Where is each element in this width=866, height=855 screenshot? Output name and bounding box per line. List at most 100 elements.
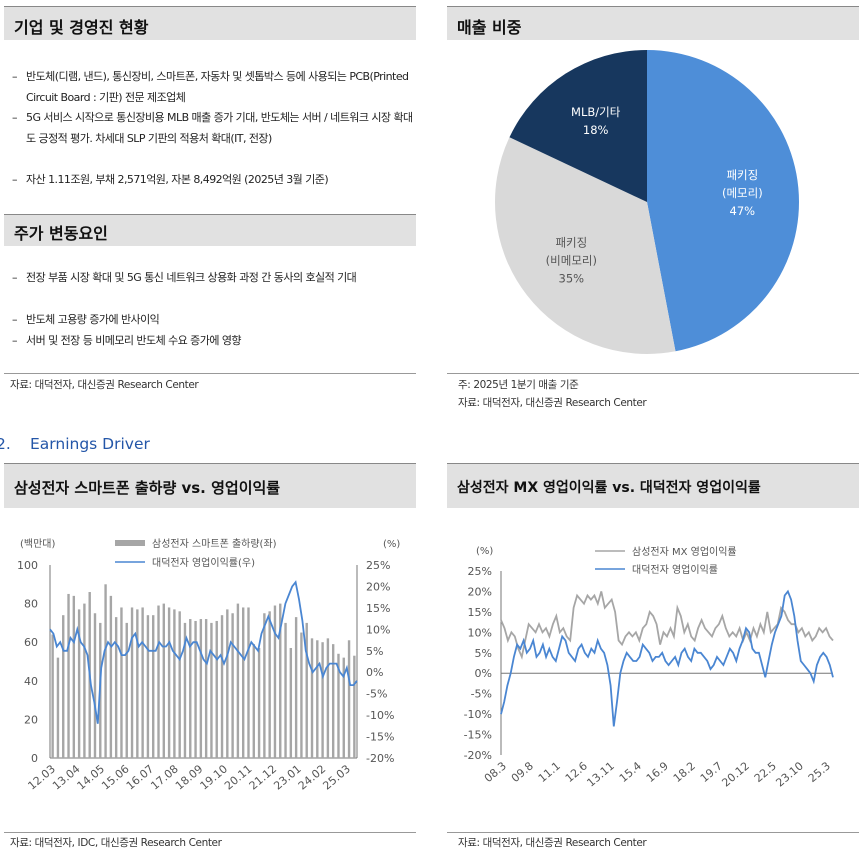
chart1-plot: 100 80 60 40 20 0 25% 20% 15% 10% 5% 0% -5% -10% -15% -…: [17, 537, 400, 793]
x-tick-label: 09.8: [509, 759, 536, 785]
bullet-dash: –: [12, 111, 18, 124]
x-tick-label: 19.10: [198, 762, 230, 792]
shipment-bar: [289, 647, 293, 758]
margin-line: [49, 580, 358, 724]
y-tick-right: 5%: [366, 645, 383, 658]
divider: [447, 832, 859, 833]
drivers-bullet-text: 전장 부품 시장 확대 및 5G 통신 네트워크 상용화 과정 간 동사의 호실…: [26, 271, 357, 284]
pie-slice: [647, 50, 799, 352]
shipment-bar: [310, 638, 314, 758]
x-tick-label: 20.12: [719, 759, 751, 789]
shipment-bar: [146, 615, 150, 758]
x-tick-label: 17.08: [148, 762, 180, 792]
pie-slice: [495, 137, 676, 354]
x-tick-label: 16.07: [124, 762, 156, 792]
y-tick: 0%: [475, 667, 492, 680]
y-tick-right: -10%: [366, 709, 394, 722]
y-tick-right: -5%: [366, 688, 387, 701]
shipment-bar: [337, 653, 340, 758]
x-tick-label: 20.11: [222, 762, 254, 792]
shipment-bar: [305, 622, 308, 758]
shipment-bar: [152, 615, 155, 758]
sales-source: 자료: 대덕전자, 대신증권 Research Center: [458, 397, 647, 409]
y-tick: 25%: [468, 565, 492, 578]
company-bullet-text: 반도체(디램, 낸드), 통신장비, 스마트폰, 자동차 및 셋톱박스 등에 사…: [26, 70, 409, 104]
shipment-bar: [236, 603, 240, 758]
shipment-bar: [347, 640, 351, 758]
shipment-bar: [104, 584, 107, 758]
company-bullet-text: 5G 서비스 시작으로 통신장비용 MLB 매출 증가 기대, 반도체는 서버 …: [26, 111, 413, 145]
company-bullet-3: – 자산 1.11조원, 부채 2,571억원, 자본 8,492억원 (202…: [12, 170, 414, 191]
x-tick-label: 18.09: [173, 762, 205, 792]
x-tick-label: 18.2: [671, 759, 698, 785]
drivers-bullet-text: 반도체 고용량 증가에 반사이익: [26, 313, 160, 326]
shipment-bar: [62, 615, 65, 758]
shipment-bar: [284, 622, 287, 758]
bullet-dash: –: [12, 313, 18, 326]
legend-label: 삼성전자 스마트폰 출하량(좌): [152, 537, 277, 550]
legend-label: 대덕전자 영업이익률(우): [152, 556, 255, 569]
pie-category-label: 패키징: [555, 236, 587, 250]
shipment-bar: [183, 622, 187, 758]
x-tick-label: 23.01: [271, 762, 303, 792]
shipment-bar: [130, 607, 134, 758]
daeduck-margin-line: [500, 589, 834, 727]
x-tick-label: 13.11: [584, 759, 616, 789]
shipment-bar: [331, 644, 335, 758]
company-bullet-1: – 반도체(디램, 낸드), 통신장비, 스마트폰, 자동차 및 셋톱박스 등에…: [12, 67, 414, 108]
y-tick: 10%: [468, 626, 492, 639]
y-tick-right: 0%: [366, 666, 383, 679]
shipment-bar: [167, 607, 171, 758]
shipment-bar: [162, 603, 166, 758]
chart1-source: 자료: 대덕전자, IDC, 대신증권 Research Center: [10, 837, 222, 849]
drivers-bullet-3: – 서버 및 전장 등 비메모리 반도체 수요 증가에 영향: [12, 331, 414, 352]
company-section-title: 기업 및 경영진 현황: [14, 18, 149, 37]
pie-slice: [509, 50, 647, 202]
shipment-bar: [342, 657, 345, 758]
shipment-bar: [353, 655, 356, 758]
drivers-section-title: 주가 변동요인: [14, 224, 108, 243]
bullet-dash: –: [12, 271, 18, 284]
y-tick-right: 20%: [366, 580, 390, 593]
sales-note: 주: 2025년 1분기 매출 기준: [458, 379, 579, 391]
shipment-bar: [210, 622, 213, 758]
sales-pie-chart: 패키징 (메모리) 47% 패키징 (비메모리) 35% MLB/기타 18%: [495, 50, 799, 354]
y-tick-left: 100: [17, 559, 38, 572]
pie-value-label: 47%: [730, 204, 756, 218]
y-tick-right: 25%: [366, 559, 390, 572]
shipment-bar: [215, 620, 218, 758]
sales-section-title: 매출 비중: [457, 18, 522, 37]
x-tick-label: 13.04: [50, 762, 82, 792]
shipment-bar: [72, 595, 76, 758]
pie-value-label: 35%: [559, 272, 585, 286]
divider: [4, 832, 416, 833]
shipment-bar: [83, 603, 86, 758]
y-tick: 5%: [475, 647, 492, 660]
x-tick-label: 23.10: [773, 759, 805, 789]
x-tick-label: 15.4: [617, 759, 644, 785]
shipment-bar: [114, 617, 118, 758]
shipment-bar: [263, 613, 266, 758]
y-tick: -5%: [471, 688, 492, 701]
section-title: Earnings Driver: [30, 435, 150, 453]
x-tick-label: 15.06: [99, 762, 131, 792]
x-tick-label: 11.1: [536, 759, 563, 785]
shipment-bar: [178, 611, 181, 758]
pie-category-label: MLB/기타: [571, 105, 621, 119]
shipment-bar: [67, 593, 70, 758]
pie-category-label: (메모리): [722, 186, 763, 200]
shipment-bar: [273, 605, 277, 758]
sales-section-header: [447, 6, 859, 40]
divider: [4, 373, 416, 374]
y-unit-right: (%): [383, 539, 400, 550]
shipment-bar: [279, 603, 282, 758]
y-unit-left: (백만대): [20, 538, 56, 550]
section-number: 2.: [0, 435, 11, 453]
legend-label: 삼성전자 MX 영업이익률: [632, 545, 737, 558]
shipment-bar: [257, 647, 261, 758]
shipment-bar: [300, 632, 303, 758]
chart2-title: 삼성전자 MX 영업이익률 vs. 대덕전자 영업이익률: [457, 480, 761, 496]
y-unit: (%): [476, 546, 493, 557]
x-tick-label: 21.12: [247, 762, 279, 792]
shipment-bar: [294, 617, 298, 758]
